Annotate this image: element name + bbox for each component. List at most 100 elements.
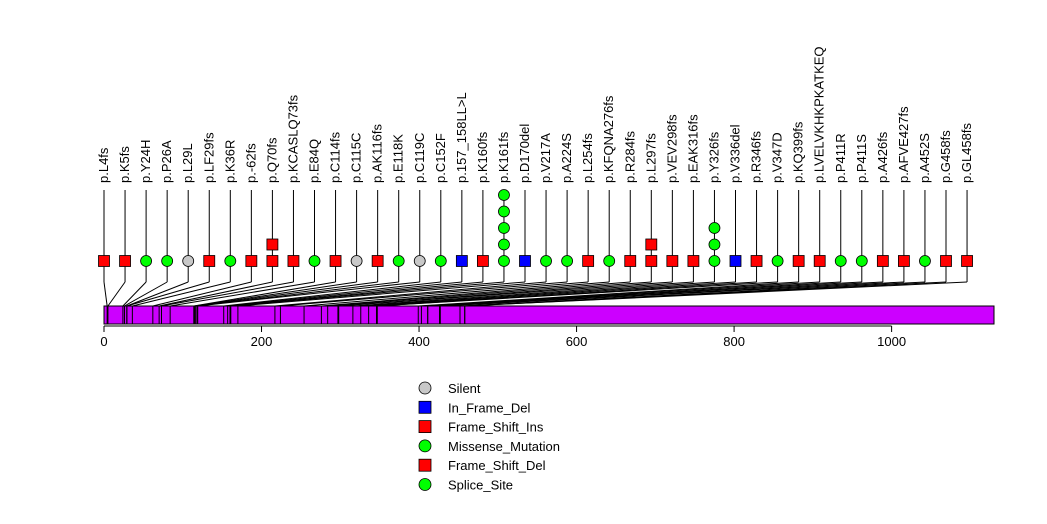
fan-line [152,281,252,307]
fan-line [122,281,147,307]
mutation-label: p.C115C [349,133,364,183]
legend-missense-mutation-swatch [418,439,432,453]
marker-frame-shift-del [582,255,595,267]
fan-line [274,281,547,307]
fan-line [327,281,631,307]
marker-frame-shift-del [666,255,679,267]
marker-silent [350,255,363,267]
mutation-label: p.P411R [833,133,848,183]
marker-missense-mutation [392,255,405,267]
mutation-label: p.KCASLQ73fs [285,94,300,183]
marker-frame-shift-del [813,255,826,267]
mutation-label: p.G458fs [938,130,953,183]
mutation-label: p.LVELVKHKPKATKEQ [812,46,827,183]
fan-line [103,281,108,307]
mutation-label: p.L29L [180,143,195,183]
marker-frame-shift-del [876,255,889,267]
marker-missense-mutation [434,255,447,267]
fan-line [280,281,568,307]
marker-missense-mutation [161,255,174,267]
marker-missense-mutation [561,255,573,267]
legend-in-frame-del-swatch [418,400,432,414]
marker-missense-mutation [708,255,721,267]
marker-in-frame-del [455,255,468,267]
mutation-label: p.P26A [159,140,174,183]
fan-line [195,281,378,307]
marker-missense-mutation [708,222,721,234]
mutation-label: p.K161fs [496,131,511,183]
legend-frame-shift-del-label: Frame_Shift_Del [448,458,546,473]
marker-frame-shift-del [750,255,763,267]
marker-silent [182,255,195,267]
marker-missense-mutation [140,255,153,267]
tick-label: 200 [251,334,273,349]
marker-missense-mutation [919,255,931,267]
marker-missense-mutation [498,255,510,267]
tick-label: 1000 [877,334,906,349]
mutation-label: p.L4fs [96,147,111,183]
marker-frame-shift-del [203,255,216,267]
marker-missense-mutation [834,255,847,267]
mutation-label: p.L297fs [643,133,658,183]
marker-frame-shift-del [98,255,110,267]
fan-line [194,281,357,307]
mutation-label: p.C114fs [328,131,343,183]
mutation-label: p.E84Q [307,139,322,183]
legend-splice-site-swatch [418,478,432,491]
fan-line [126,281,189,307]
mutation-label: p.Y326fs [706,131,721,183]
marker-missense-mutation [498,189,510,201]
mutation-label: p.KQ399fs [791,121,806,183]
legend-frame-shift-del-swatch [418,458,432,472]
fan-line [107,281,126,307]
mutation-label: p.A452S [917,133,932,183]
mutation-label: p.E118K [391,134,406,183]
marker-missense-mutation [603,255,616,267]
fan-line [197,281,420,307]
fan-line [126,281,210,307]
fan-line [161,281,294,307]
mutation-label: p.R284fs [622,130,637,183]
marker-frame-shift-del [940,255,952,267]
marker-in-frame-del [729,255,742,267]
mutation-label: p.D170del [517,124,532,183]
marker-missense-mutation [498,205,510,218]
x-axis: 0 200 400 600 800 1000 [100,325,906,349]
mutation-label: p.GL458fs [959,123,974,183]
marker-missense-mutation [708,238,721,251]
marker-frame-shift-del [792,255,805,267]
fan-line [421,281,820,307]
marker-frame-shift-del [645,255,658,267]
marker-missense-mutation [498,222,510,234]
fan-line [230,281,504,307]
fan-line [223,281,441,307]
mutation-label: p.AK116fs [370,123,385,183]
marker-frame-shift-del [687,255,700,267]
fan-line [227,281,462,307]
mutation-label: p.K160fs [475,131,490,183]
marker-missense-mutation [498,238,510,251]
marker-frame-shift-del [961,255,973,267]
marker-frame-shift-del [329,255,342,267]
marker-missense-mutation [771,255,784,267]
fan-line [360,281,715,307]
marker-frame-shift-ins [266,238,279,251]
marker-frame-shift-del [119,255,131,267]
fan-line [304,281,589,307]
fan-line [193,281,336,307]
mutation-label: p.Y24H [138,140,153,183]
fan-line [464,281,968,307]
fan-line [321,281,610,307]
fan-line [132,281,231,307]
mutation-label: p.K36R [222,140,237,183]
marker-missense-mutation [855,255,868,267]
legend-silent-swatch [418,381,432,395]
fan-line [170,281,315,307]
marker-in-frame-del [519,255,531,267]
legend-in-frame-del-label: In_Frame_Del [448,400,530,415]
marker-frame-shift-del [624,255,637,267]
mutation-label: p.KFQNA276fs [601,95,616,183]
mutation-label: p.EAK316fs [685,114,700,183]
tick-label: 600 [566,334,588,349]
